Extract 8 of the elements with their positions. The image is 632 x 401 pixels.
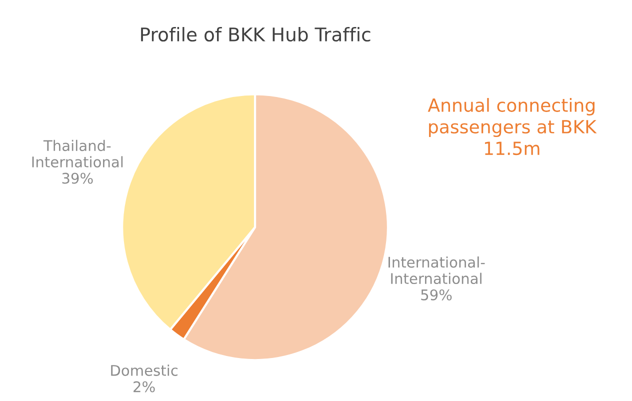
slice-label: Thailand-International (32, 140, 123, 168)
data-label: 39% (62, 172, 93, 184)
data-label: 2% (134, 381, 155, 392)
data-label: 59% (421, 289, 452, 300)
text: Annual connecting passengers at BKK 11.5m (428, 98, 597, 156)
slice-label: Domestic (111, 364, 178, 376)
chart-title: Profile of BKK Hub Traffic (141, 27, 370, 42)
slice-label: International-International (388, 256, 485, 284)
